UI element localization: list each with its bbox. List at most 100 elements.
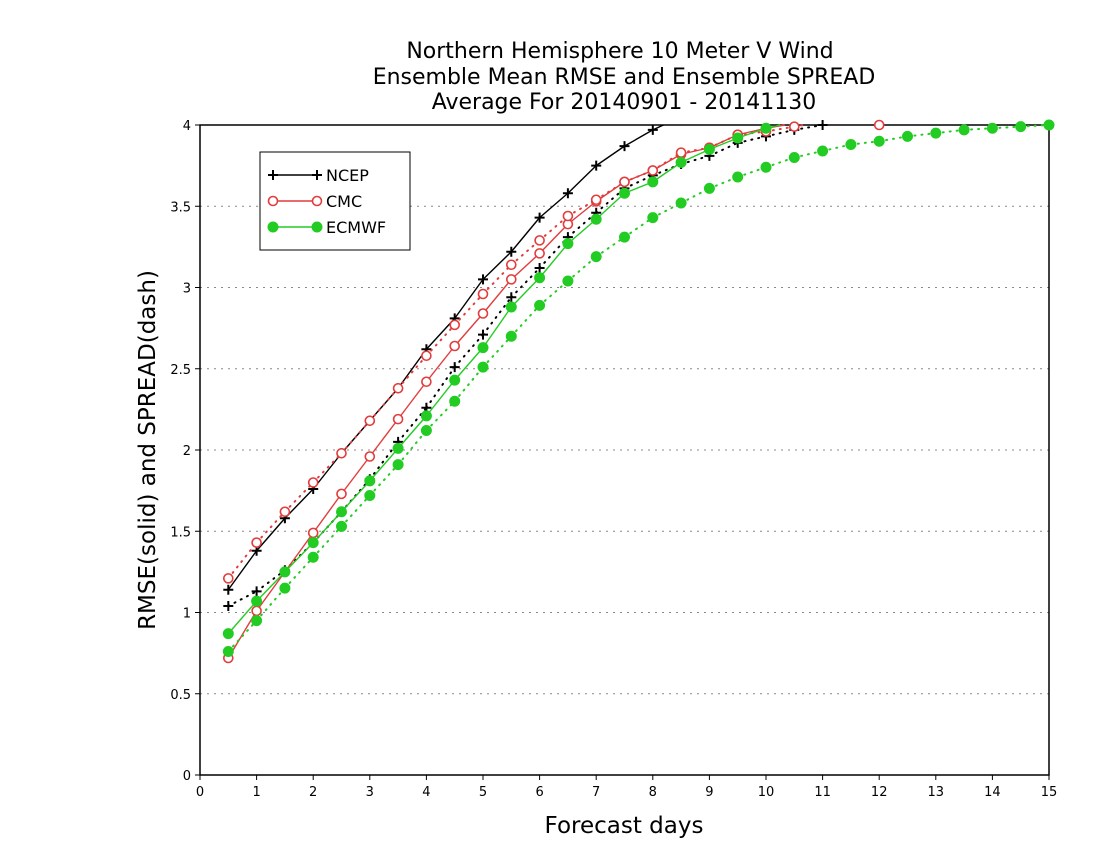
series-segment — [708, 133, 739, 149]
chart-title-line-2: Ensemble Mean RMSE and Ensemble SPREAD — [373, 65, 876, 90]
legend-item-ecmwf: ECMWF — [267, 218, 386, 237]
x-tick-label-3: 3 — [366, 785, 374, 800]
y-tick-label-0: 0 — [183, 769, 191, 784]
legend: NCEP CMC ECMWF — [259, 151, 411, 251]
legend-marker — [311, 195, 323, 207]
data-point — [647, 176, 659, 188]
data-point — [647, 212, 659, 224]
series-segment — [482, 306, 512, 349]
data-point — [392, 413, 404, 425]
legend-marker — [311, 221, 323, 233]
data-point — [986, 122, 998, 134]
series-segment — [425, 379, 456, 417]
data-point — [223, 584, 234, 595]
x-tick-label-5: 5 — [479, 785, 487, 800]
series-segment — [454, 278, 484, 319]
data-point — [251, 537, 262, 548]
data-point — [336, 520, 347, 532]
data-point — [279, 582, 291, 594]
series-segment — [453, 366, 484, 403]
series-segment — [793, 124, 824, 131]
series-segment — [991, 125, 1022, 130]
series-segment — [680, 187, 711, 204]
series-segment — [482, 278, 512, 314]
series-segment — [482, 251, 512, 280]
data-point — [760, 161, 772, 173]
series-segment — [651, 202, 683, 219]
series-segment — [736, 166, 767, 178]
data-point — [534, 299, 546, 311]
series-segment — [425, 400, 456, 432]
series-segment — [736, 135, 767, 144]
x-tick-label-9: 9 — [705, 785, 713, 800]
x-tick-label-0: 0 — [196, 785, 204, 800]
y-tick-label-8: 4 — [183, 119, 191, 134]
x-tick-label-6: 6 — [535, 785, 543, 800]
series-segment — [538, 215, 569, 242]
data-point — [703, 143, 715, 155]
data-point — [619, 187, 630, 199]
gridlines — [200, 205, 1049, 695]
legend-marker — [267, 195, 279, 207]
series-segment — [256, 571, 286, 612]
x-tick-label-15: 15 — [1041, 785, 1058, 800]
data-point — [788, 152, 800, 163]
series-segment — [538, 280, 569, 307]
data-point — [647, 165, 659, 176]
legend-marker — [312, 170, 322, 180]
series-segment — [652, 161, 682, 183]
data-point — [732, 171, 744, 183]
data-point — [251, 595, 263, 607]
series-segment — [623, 169, 654, 183]
data-point — [279, 566, 291, 578]
series-segment — [397, 354, 428, 390]
series-segment — [510, 277, 541, 308]
data-point — [760, 122, 772, 134]
data-point — [562, 275, 574, 287]
series-segment — [425, 366, 456, 409]
series-segment — [624, 129, 654, 147]
series-segment — [821, 143, 852, 152]
series-segment — [284, 532, 314, 573]
data-point — [449, 340, 461, 352]
series-segment — [539, 192, 569, 219]
data-point — [506, 292, 517, 303]
data-point — [845, 139, 857, 150]
series-segment — [453, 333, 484, 369]
series-segment — [284, 542, 314, 573]
legend-marker — [268, 170, 278, 180]
series-segment — [539, 223, 569, 254]
x-tick-label-2: 2 — [309, 785, 317, 800]
series-segment — [425, 323, 456, 357]
data-point — [364, 415, 376, 427]
series-segment — [227, 619, 258, 653]
series-ecmwf-rmse — [222, 122, 781, 640]
series-segment — [482, 263, 513, 295]
series-segment — [963, 127, 994, 131]
y-tick-label-6: 3 — [183, 282, 191, 297]
series-segment — [934, 128, 966, 135]
data-point — [478, 274, 488, 285]
data-point — [279, 506, 291, 518]
x-tick-label-10: 10 — [758, 785, 775, 800]
data-point — [817, 145, 829, 157]
data-point — [703, 182, 715, 194]
legend-label: ECMWF — [326, 218, 386, 237]
series-segment — [340, 494, 371, 528]
data-point — [364, 475, 376, 487]
series-segment — [312, 452, 343, 484]
chart-title-line-3: Average For 20140901 - 20141130 — [432, 90, 817, 115]
data-point — [958, 124, 970, 136]
series-segment — [680, 146, 711, 154]
data-point — [873, 119, 885, 131]
data-point — [590, 194, 602, 206]
data-point — [449, 319, 461, 331]
series-segment — [652, 153, 682, 172]
series-segment — [255, 587, 286, 622]
data-point — [562, 210, 574, 222]
data-point — [506, 246, 517, 257]
series-segment — [283, 556, 315, 590]
series-segment — [567, 200, 597, 225]
data-point — [307, 551, 319, 563]
data-point — [619, 176, 630, 188]
